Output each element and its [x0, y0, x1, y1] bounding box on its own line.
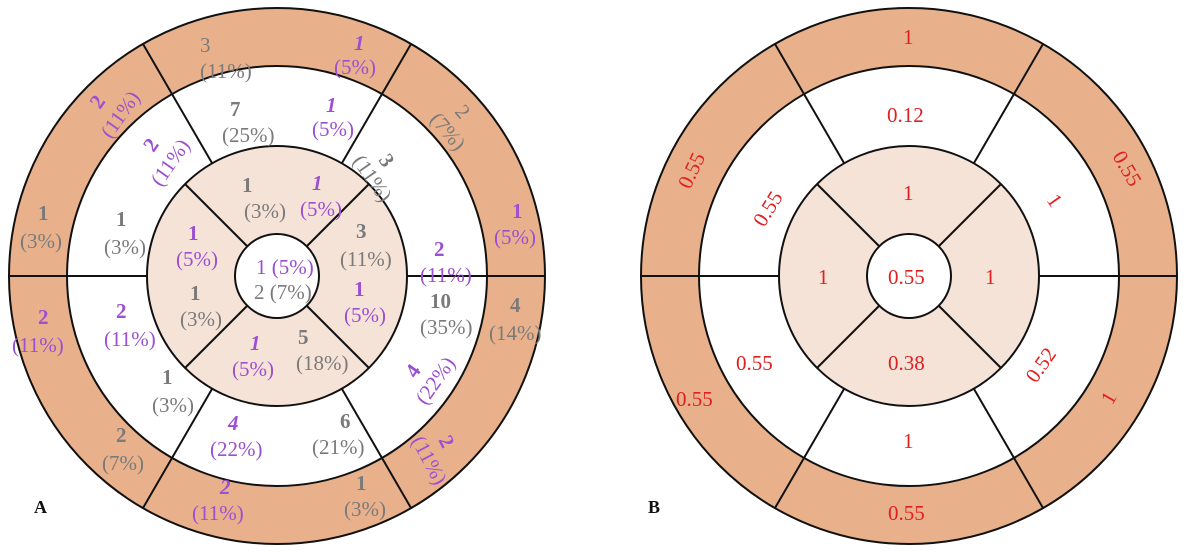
- a-apical-bottom-purple-n: 1: [250, 331, 261, 355]
- a-apical-bottom-grey-n: 5: [298, 325, 309, 349]
- a-mid-top-purple-pct: (5%): [312, 117, 354, 141]
- a-basal-upperleft-grey-n: 1: [38, 201, 49, 225]
- b-basal-bottomleft: 0.55: [676, 387, 713, 411]
- a-apical-right-purple-pct: (5%): [344, 303, 386, 327]
- a-basal-bottom-grey-n: 1: [356, 471, 367, 495]
- a-basal-right-grey-pct: (14%): [489, 321, 541, 345]
- a-apical-top-purple-pct: (5%): [300, 197, 342, 221]
- a-mid-top-grey-pct: (25%): [222, 123, 274, 147]
- b-apical-right: 1: [985, 265, 996, 289]
- a-apical-top-grey-n: 1: [242, 173, 253, 197]
- a-apical-bottom-purple-pct: (5%): [232, 357, 274, 381]
- a-mid-bottomright-grey-n: 10: [430, 289, 451, 313]
- a-apical-left-purple-pct: (5%): [176, 247, 218, 271]
- a-apical-right-grey-pct: (11%): [340, 247, 392, 271]
- panel-a-apex-labels: 1 (5%) 2 (7%): [254, 255, 314, 304]
- a-basal-right-purple-pct: (5%): [494, 225, 536, 249]
- panel-b-label: B: [648, 497, 660, 517]
- panel-a-basal-labels: 3 (11%) 1 (5%) 2 (7%) 1 (5%) 4 (14%) 2 (…: [12, 31, 541, 525]
- a-apical-bottom-grey-pct: (18%): [296, 351, 348, 375]
- panel-b-apex: [866, 233, 952, 319]
- a-mid-bottom-grey-pct: (21%): [312, 435, 364, 459]
- a-mid-bottomright-grey-pct: (35%): [420, 315, 472, 339]
- a-mid-topright-purple-n: 2: [434, 237, 445, 261]
- a-mid-bottom-purple-n: 4: [227, 411, 239, 435]
- a-mid-upperleft-grey-pct: (3%): [104, 235, 146, 259]
- a-basal-bottom-purple-n: 2: [219, 475, 231, 499]
- a-basal-bottomleft-grey-n: 2: [116, 423, 127, 447]
- a-mid-topright-purple-pct: (11%): [420, 263, 472, 287]
- a-basal-left-purple-pct: (11%): [12, 333, 64, 357]
- b-apex: 0.55: [888, 265, 925, 289]
- a-basal-right-purple-n: 1: [512, 199, 523, 223]
- a-apical-right-grey-n: 3: [356, 219, 367, 243]
- a-basal-right-grey-n: 4: [510, 293, 521, 317]
- a-mid-bottomleft-grey-n: 1: [162, 365, 173, 389]
- a-mid-left-purple-pct: (11%): [104, 327, 156, 351]
- b-mid-bottomleft: 0.55: [736, 351, 773, 375]
- panel-a-apical-labels: 1 (3%) 1 (5%) 3 (11%) 1 (5%) 5 (18%) 1 (…: [176, 171, 392, 381]
- panel-a-label: A: [34, 497, 47, 517]
- a-basal-top-purple-pct: (5%): [334, 55, 376, 79]
- b-apical-bottom: 0.38: [888, 351, 925, 375]
- a-basal-top-grey-pct: (11%): [200, 59, 252, 83]
- a-basal-top-purple-n: 1: [354, 31, 365, 55]
- a-basal-top-grey-n: 3: [200, 33, 211, 57]
- a-basal-bottom-grey-pct: (3%): [344, 497, 386, 521]
- a-apical-left-grey-pct: (3%): [180, 307, 222, 331]
- a-basal-upperleft-grey-pct: (3%): [20, 229, 62, 253]
- b-basal-bottom: 0.55: [888, 501, 925, 525]
- panel-b-sector-dividers: [641, 43, 1177, 509]
- b-mid-top: 0.12: [887, 103, 924, 127]
- a-basal-left-purple-n: 2: [38, 305, 49, 329]
- a-mid-bottomleft-grey-pct: (3%): [152, 393, 194, 417]
- a-apical-left-purple-n: 1: [188, 221, 199, 245]
- b-mid-bottom: 1: [903, 429, 914, 453]
- panel-a: 3 (11%) 1 (5%) 2 (7%) 1 (5%) 4 (14%) 2 (…: [8, 7, 546, 545]
- b-apical-top: 1: [903, 181, 914, 205]
- a-mid-bottom-grey-n: 6: [340, 409, 351, 433]
- b-apical-left: 1: [818, 265, 829, 289]
- a-apical-right-purple-n: 1: [354, 277, 365, 301]
- b-basal-top: 1: [903, 25, 914, 49]
- panel-a-sector-dividers: [9, 43, 545, 509]
- a-basal-bottomleft-grey-pct: (7%): [102, 451, 144, 475]
- a-mid-left-purple-n: 2: [116, 299, 127, 323]
- panel-b: 1 0.55 1 0.55 0.55 0.55 0.12 1 0.52 1 0.…: [640, 7, 1178, 545]
- panel-a-apex: [234, 233, 320, 319]
- a-apical-top-purple-n: 1: [312, 171, 323, 195]
- a-apical-top-grey-pct: (3%): [244, 199, 286, 223]
- a-mid-top-grey-n: 7: [230, 97, 241, 121]
- a-mid-bottom-purple-pct: (22%): [210, 437, 262, 461]
- a-apex-purple: 1 (5%): [256, 255, 314, 279]
- a-basal-bottom-purple-pct: (11%): [192, 501, 244, 525]
- a-mid-upperleft-grey-n: 1: [116, 207, 127, 231]
- a-mid-top-purple-n: 1: [326, 93, 337, 117]
- a-apical-left-grey-n: 1: [190, 281, 201, 305]
- a-apex-grey: 2 (7%): [254, 280, 312, 304]
